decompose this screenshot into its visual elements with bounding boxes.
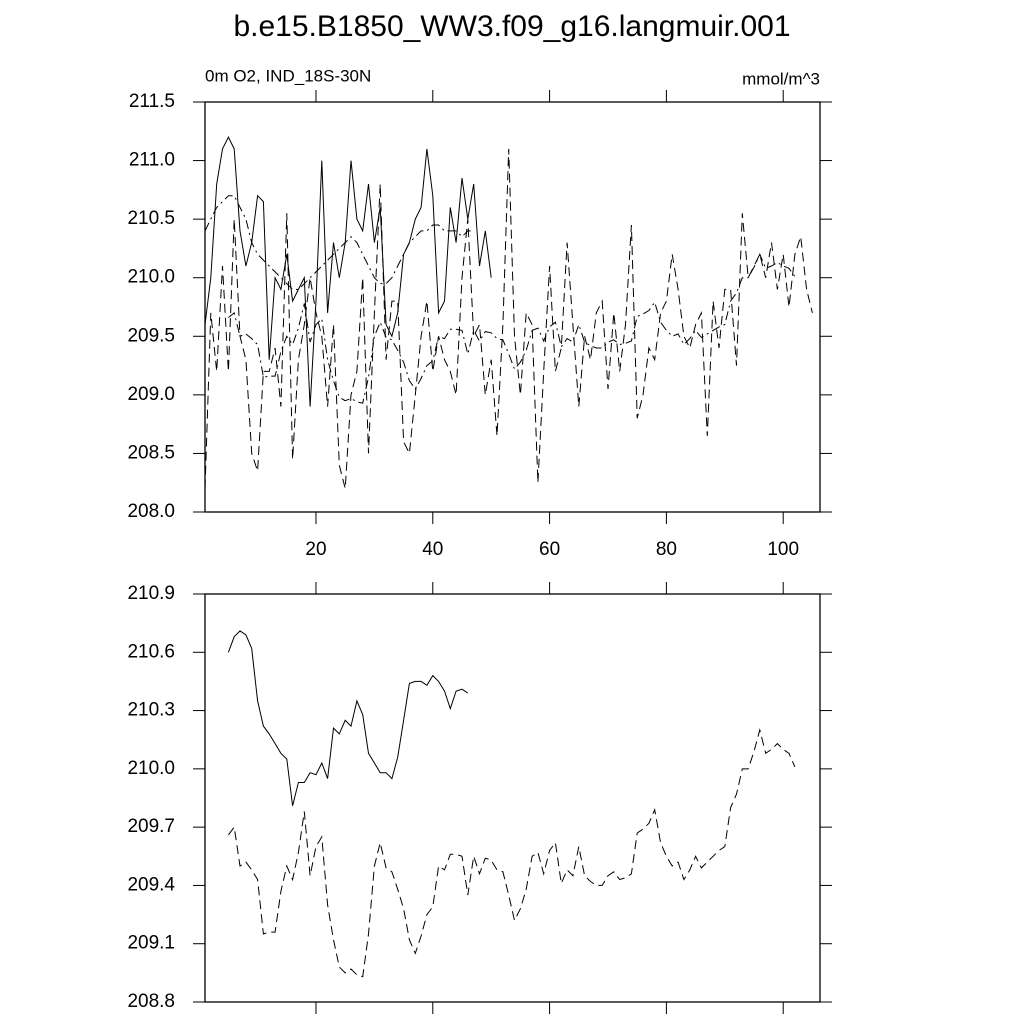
y-tick-label: 208.5 bbox=[127, 442, 175, 463]
y-tick-label: 209.7 bbox=[127, 816, 175, 837]
y-tick-label: 208.0 bbox=[127, 501, 175, 522]
y-tick-label: 209.4 bbox=[127, 874, 175, 895]
series-line bbox=[204, 148, 813, 489]
y-tick-label: 209.5 bbox=[127, 325, 175, 346]
y-tick-label: 210.6 bbox=[127, 641, 175, 662]
x-tick-label: 60 bbox=[539, 539, 560, 560]
y-tick-label: 211.0 bbox=[129, 150, 175, 171]
x-tick-label: 100 bbox=[767, 539, 799, 560]
chart-title: b.e15.B1850_WW3.f09_g16.langmuir.001 bbox=[233, 10, 790, 43]
y-tick-label: 210.0 bbox=[127, 267, 175, 288]
plot-frame bbox=[204, 593, 821, 1003]
y-tick-label: 208.8 bbox=[127, 991, 175, 1012]
x-tick-label: 40 bbox=[422, 539, 443, 560]
y-tick-label: 209.0 bbox=[127, 384, 175, 405]
y-tick-label: 209.1 bbox=[127, 933, 175, 954]
plot-frame bbox=[204, 101, 821, 513]
y-tick-label: 210.3 bbox=[127, 700, 175, 721]
x-tick-label: 80 bbox=[656, 539, 677, 560]
series-line bbox=[227, 728, 796, 978]
series-line bbox=[227, 630, 469, 806]
y-tick-label: 210.9 bbox=[127, 583, 175, 604]
subtitle: 0m O2, IND_18S-30N bbox=[205, 66, 371, 85]
x-tick-label: 20 bbox=[305, 539, 326, 560]
series-line bbox=[204, 135, 492, 407]
units: mmol/m^3 bbox=[742, 69, 820, 88]
y-tick-label: 211.5 bbox=[129, 91, 175, 112]
y-tick-label: 210.0 bbox=[127, 758, 175, 779]
y-tick-label: 210.5 bbox=[127, 208, 175, 229]
series-line bbox=[204, 195, 474, 290]
series-line bbox=[228, 253, 796, 404]
